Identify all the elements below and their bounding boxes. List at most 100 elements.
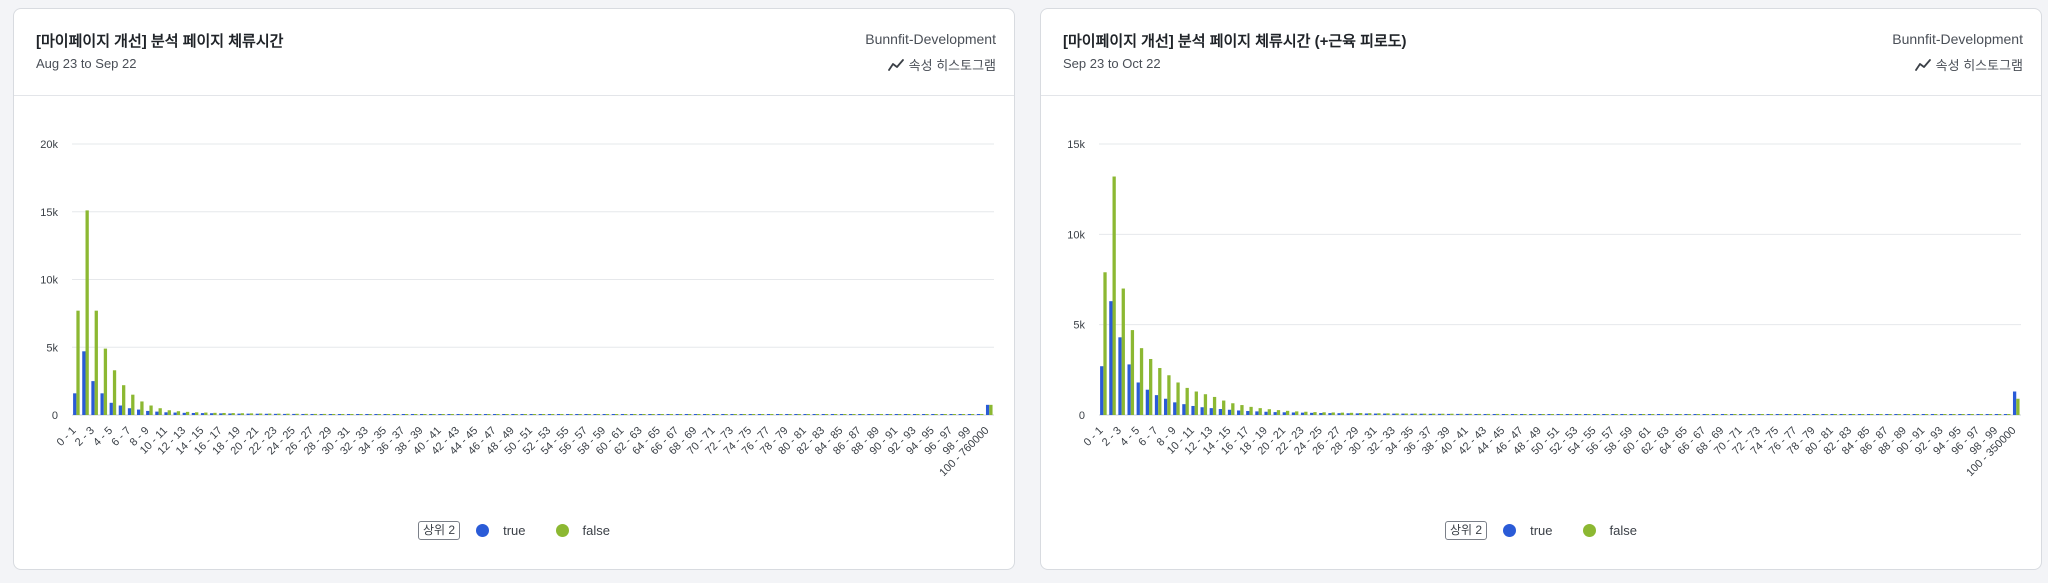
bar-false	[341, 413, 345, 415]
bar-false	[916, 414, 920, 415]
bar-true	[1474, 414, 1478, 415]
bar-false	[1477, 413, 1481, 415]
bar-false	[1121, 288, 1125, 415]
bar-false	[852, 414, 856, 415]
bar-false	[1778, 414, 1783, 415]
bar-true	[1985, 414, 1989, 415]
bar-false	[551, 414, 555, 415]
bar-false	[322, 413, 327, 415]
bar-false	[614, 414, 619, 415]
legend-top-n[interactable]: 상위 2	[1445, 521, 1488, 540]
legend-item-false[interactable]: false	[1582, 523, 1637, 538]
bar-true	[82, 351, 86, 415]
bar-false	[1760, 414, 1764, 415]
bar-true	[1629, 414, 1633, 415]
bar-true	[319, 414, 323, 415]
bar-true	[255, 413, 259, 415]
bar-false	[514, 414, 518, 415]
chart-title[interactable]: [마이페이지 개선] 분석 페이지 체류시간	[36, 33, 284, 50]
bar-true	[392, 414, 396, 415]
bar-true	[538, 414, 542, 415]
bar-false	[103, 348, 108, 415]
chart-title[interactable]: [마이페이지 개선] 분석 페이지 체류시간 (+근육 피로도)	[1063, 33, 1407, 50]
bar-true	[922, 414, 926, 415]
bar-true	[1739, 414, 1743, 415]
bar-true	[1574, 414, 1579, 415]
bar-false	[1979, 414, 1984, 415]
bar-true	[1182, 404, 1186, 415]
bar-true	[1702, 414, 1706, 415]
bar-true	[127, 408, 132, 415]
bar-false	[377, 414, 381, 415]
bar-false	[1167, 375, 1171, 415]
bar-false	[1486, 413, 1491, 415]
bar-true	[1529, 414, 1533, 415]
bar-true	[109, 402, 113, 415]
bar-true	[1949, 414, 1953, 415]
bar-true	[1483, 414, 1487, 415]
legend-top-n[interactable]: 상위 2	[418, 521, 461, 540]
bar-true	[136, 409, 141, 415]
bar-false	[961, 414, 966, 415]
chart-type-indicator: 속성 히스토그램	[1914, 55, 2023, 74]
legend-item-true[interactable]: true	[476, 523, 526, 538]
legend: 상위 2 true false	[14, 521, 1014, 540]
bar-true	[429, 414, 433, 415]
bar-false	[122, 385, 126, 415]
bar-true	[1848, 414, 1852, 415]
bar-true	[949, 414, 953, 415]
bar-false	[1523, 414, 1527, 415]
bar-true	[1510, 414, 1515, 415]
bar-false	[569, 414, 573, 415]
bar-false	[1943, 414, 1947, 415]
bar-true	[146, 410, 150, 415]
bar-true	[1556, 414, 1560, 415]
bar-false	[980, 414, 984, 415]
bar-false	[761, 414, 765, 415]
histogram-card-2: [마이페이지 개선] 분석 페이지 체류시간 (+근육 피로도) Sep 23 …	[1040, 8, 2042, 570]
bar-true	[191, 412, 196, 415]
bar-true	[356, 414, 360, 415]
bar-false	[1879, 414, 1883, 415]
bar-true	[766, 414, 771, 415]
bar-false	[2007, 414, 2011, 415]
bar-true	[1866, 414, 1871, 415]
bar-true	[91, 381, 95, 415]
bar-false	[897, 414, 902, 415]
y-tick-label: 20k	[40, 139, 58, 151]
y-tick-label: 0	[52, 410, 58, 422]
bar-true	[803, 414, 807, 415]
legend-item-false[interactable]: false	[555, 523, 610, 538]
bar-false	[304, 413, 308, 415]
bar-true	[1675, 414, 1679, 415]
bar-true	[776, 414, 780, 415]
legend-item-true[interactable]: true	[1503, 523, 1553, 538]
bar-true	[1565, 414, 1569, 415]
trend-line-icon	[1914, 58, 1931, 71]
bar-true	[858, 414, 862, 415]
bar-true	[876, 414, 880, 415]
bar-true	[584, 414, 588, 415]
y-tick-label: 5k	[46, 342, 58, 354]
bar-false	[596, 414, 601, 415]
bar-true	[365, 414, 369, 415]
bar-false	[85, 210, 89, 415]
bar-true	[1967, 414, 1971, 415]
bar-true	[273, 413, 278, 415]
bar-true	[1145, 389, 1150, 415]
bar-true	[1857, 414, 1862, 415]
bar-true	[730, 414, 734, 415]
bar-false	[1578, 414, 1582, 415]
bar-true	[228, 413, 232, 415]
bar-false	[94, 310, 98, 415]
bar-false	[1870, 414, 1874, 415]
bar-true	[967, 414, 971, 415]
bar-true	[1684, 414, 1688, 415]
bar-true	[1465, 413, 1469, 415]
bar-false	[733, 414, 737, 415]
bar-true	[483, 414, 488, 415]
bar-false	[724, 414, 728, 415]
bar-false	[541, 414, 546, 415]
bar-false	[1696, 414, 1701, 415]
